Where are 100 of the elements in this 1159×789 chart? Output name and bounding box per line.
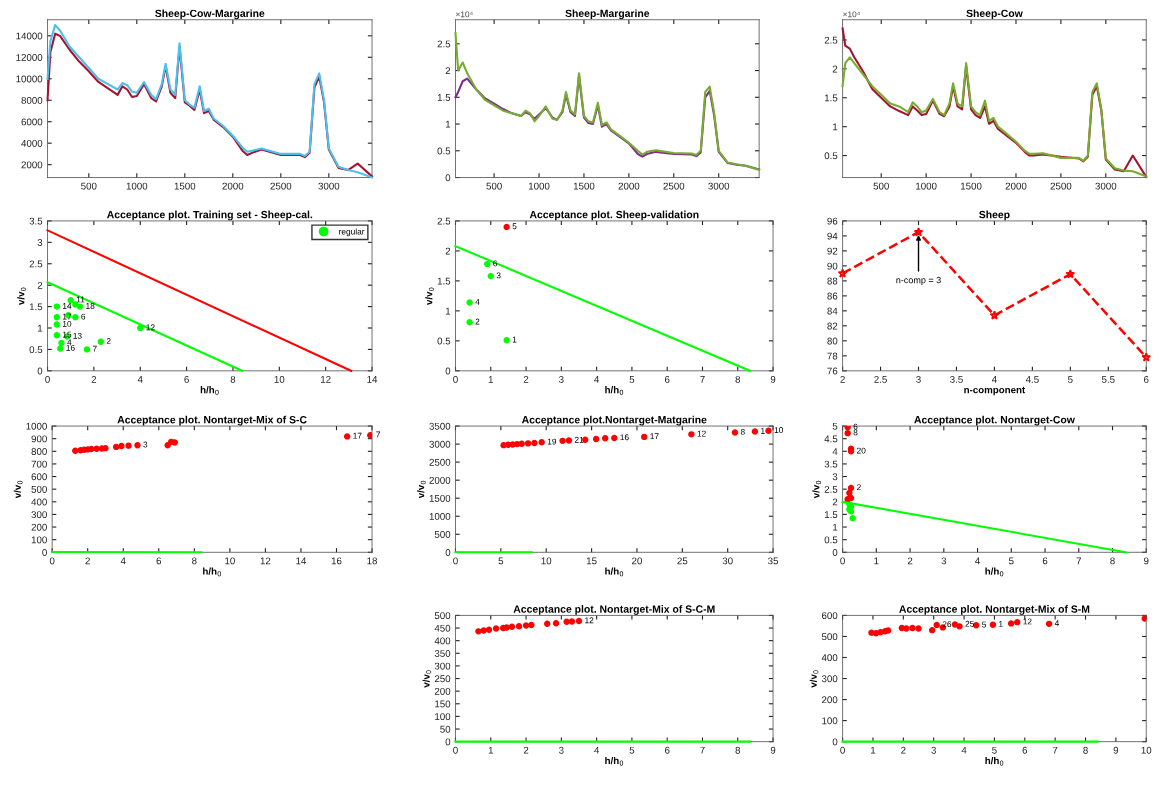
y-tick-label: 2.5 <box>437 217 451 225</box>
legend-label: regular <box>339 228 365 237</box>
chart-title: Acceptance plot. Sheep-validation <box>529 210 699 221</box>
x-tick-label: 4.5 <box>1025 376 1039 383</box>
y-tick-label: 200 <box>434 687 451 695</box>
annotation: n-comp = 3 <box>896 276 941 286</box>
x-tick-label: 2 <box>85 557 90 565</box>
annotation: 6 <box>493 260 498 267</box>
y-tick-label: 1 <box>445 120 451 128</box>
y-tick-label: 2000 <box>429 476 451 484</box>
y-tick-label: 0 <box>42 549 47 556</box>
y-tick-label: 2.5 <box>437 40 451 48</box>
x-tick-label: 6 <box>184 375 189 383</box>
y-tick-label: 200 <box>31 523 47 531</box>
y-axis-title: v/v$_{0}$ <box>13 480 23 499</box>
x-axis-title: h/h$_{0}$ <box>985 756 1004 766</box>
y-tick-label: 96 <box>827 217 838 225</box>
y-tick-label: 350 <box>434 650 451 657</box>
y-tick-label: 400 <box>31 498 47 506</box>
chart-title: Acceptance plot. Training set - Sheep-cal. <box>107 210 313 221</box>
y-tick-label: 1.5 <box>29 303 43 311</box>
y-tick-label: 84 <box>827 307 838 315</box>
y-tick-label: 0.5 <box>824 152 838 160</box>
x-tick-label: 2.5 <box>874 375 887 383</box>
x-tick-label: 4 <box>594 376 600 383</box>
annotation: 12 <box>585 617 594 624</box>
y-tick-label: 88 <box>827 277 838 285</box>
x-tick-label: 6 <box>1144 375 1149 383</box>
y-tick-label: 1.5 <box>824 511 838 519</box>
x-tick-label: 1500 <box>960 182 982 190</box>
y-tick-label: 100 <box>31 536 47 544</box>
annotation: 2 <box>106 338 111 344</box>
y-tick-label: 500 <box>434 612 451 620</box>
x-axis-title: h/h$_{0}$ <box>605 567 624 577</box>
x-tick-label: 10 <box>225 557 235 565</box>
x-tick-label: 6 <box>664 375 670 383</box>
x-tick-label: 7 <box>700 376 705 383</box>
y-tick-label: 0.5 <box>29 346 43 354</box>
x-tick-label: 0 <box>840 557 845 565</box>
y-tick-label: 300 <box>821 675 838 683</box>
y-tick-label: 6000 <box>21 118 43 126</box>
y-tick-label: 50 <box>440 725 451 733</box>
x-tick-label: 2500 <box>270 182 292 190</box>
x-tick-label: 8 <box>735 746 741 754</box>
x-axis-title: h/h$_{0}$ <box>200 386 219 395</box>
x-tick-label: 10 <box>1141 746 1152 754</box>
x-tick-label: 5.5 <box>1101 376 1115 383</box>
y-axis-title: v/v$_{0}$ <box>417 480 426 499</box>
y-tick-label: 500 <box>821 633 838 641</box>
text: ×10⁴ <box>456 11 473 18</box>
y-tick-label: 150 <box>435 700 451 708</box>
annotation: 16 <box>66 344 75 351</box>
y-tick-label: 3500 <box>429 422 451 430</box>
x-tick-label: 35 <box>768 557 779 565</box>
chart-title: Acceptance plot. Nontarget-Mix of S-C <box>117 415 307 426</box>
y-tick-label: 94 <box>827 232 838 240</box>
y-tick-label: 1.5 <box>824 94 838 102</box>
x-tick-label: 8 <box>1110 557 1115 565</box>
annotation: 12 <box>1023 618 1032 625</box>
annotation: 8 <box>853 429 858 436</box>
x-tick-label: 6 <box>664 746 670 754</box>
y-tick-label: 1000 <box>429 512 451 520</box>
y-tick-label: 0 <box>37 367 43 375</box>
x-tick-label: 5 <box>1008 557 1014 565</box>
chart-title: Sheep-Cow <box>966 9 1023 20</box>
x-tick-label: 7 <box>1052 746 1058 754</box>
annotation: 18 <box>86 302 95 309</box>
annotation: 8 <box>740 428 745 435</box>
chart-title: Acceptance plot. Nontarget-Mix of S-C-M <box>513 605 715 615</box>
y-tick-label: 700 <box>31 460 47 468</box>
x-tick-label: 1 <box>874 557 879 565</box>
x-tick-label: 10 <box>541 557 552 565</box>
x-tick-label: 500 <box>486 182 502 190</box>
x-tick-label: 1 <box>488 376 493 383</box>
y-tick-label: 5 <box>832 422 838 430</box>
x-axis-title: h/h$_{0}$ <box>203 567 221 577</box>
x-tick-label: 5 <box>992 746 997 754</box>
x-tick-label: 14 <box>296 557 307 565</box>
y-tick-label: 2000 <box>21 161 43 169</box>
y-tick-label: 2 <box>832 498 838 506</box>
y-axis-title: v/v$_{0}$ <box>17 287 26 305</box>
x-tick-label: 2 <box>901 746 906 754</box>
chart-title: Sheep-Margarine <box>565 9 650 20</box>
annotation: 5 <box>982 621 987 628</box>
x-tick-label: 1500 <box>174 182 196 190</box>
y-tick-label: 0 <box>445 174 451 182</box>
y-tick-label: 1 <box>833 123 838 131</box>
annotation: 6 <box>853 423 858 430</box>
annotation: 14 <box>62 303 72 309</box>
x-tick-label: 4 <box>137 376 143 383</box>
y-tick-label: 14000 <box>16 32 43 40</box>
y-tick-label: 1 <box>37 324 43 332</box>
x-tick-label: 9 <box>770 746 776 754</box>
chart-title: Sheep <box>979 210 1010 221</box>
y-tick-label: 400 <box>434 637 451 645</box>
y-tick-label: 300 <box>31 511 47 519</box>
y-tick-label: 3 <box>37 239 43 246</box>
x-tick-label: 3 <box>916 375 921 383</box>
y-tick-label: 0 <box>445 738 451 746</box>
x-tick-label: 3000 <box>1095 182 1117 190</box>
